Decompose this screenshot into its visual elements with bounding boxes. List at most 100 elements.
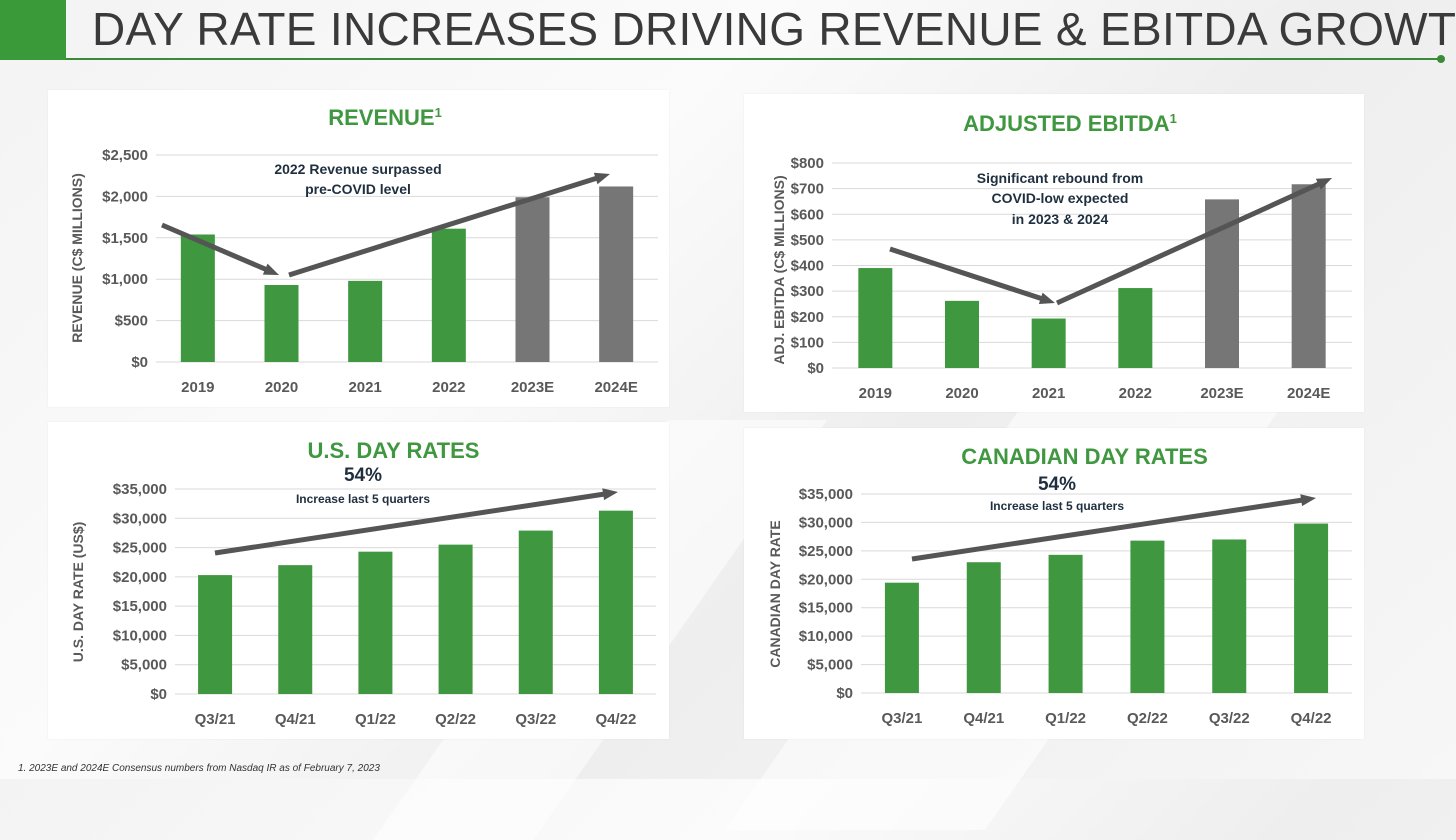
y-tick-label: $700: [791, 181, 824, 198]
trend-arrow-head: [1038, 292, 1055, 305]
bar: [1118, 288, 1153, 368]
bar: [431, 228, 466, 362]
y-tick-label: $0: [131, 354, 148, 371]
y-axis-label: ADJ. EBITDA (C$ MILLIONS): [771, 175, 787, 364]
y-tick-label: $2,000: [102, 188, 148, 205]
y-tick-label: $5,000: [121, 657, 167, 674]
x-tick-label: 2024E: [1287, 385, 1330, 402]
y-tick-label: $800: [791, 155, 824, 172]
trend-arrow: [889, 246, 1047, 303]
y-tick-label: $500: [791, 232, 824, 249]
x-tick-label: Q3/21: [195, 711, 236, 728]
x-tick-label: 2020: [265, 379, 298, 396]
y-tick-label: $30,000: [799, 514, 853, 531]
revenue-chart-panel: $0 $500 $1,000 $1,500 $2,000 $2,500 2019 2020 20…: [48, 90, 669, 407]
bar: [1048, 554, 1083, 693]
callout-text: Increase last 5 quarters: [296, 492, 430, 506]
x-tick-label: Q3/21: [881, 710, 922, 727]
bar: [884, 582, 919, 693]
y-tick-label: $1,000: [102, 271, 148, 288]
trend-arrow-head: [262, 263, 279, 275]
y-tick-label: $300: [791, 283, 824, 300]
footnote: 1. 2023E and 2024E Consensus numbers fro…: [18, 763, 380, 774]
y-axis-label: CANADIAN DAY RATE: [767, 520, 783, 668]
y-tick-label: $10,000: [113, 627, 167, 644]
y-tick-label: $0: [150, 686, 167, 703]
y-tick-label: $200: [791, 309, 824, 326]
y-tick-label: $20,000: [113, 569, 167, 586]
bar: [518, 530, 553, 694]
x-tick-label: Q1/22: [355, 711, 396, 728]
trend-arrow-head: [593, 172, 610, 185]
bar: [348, 280, 383, 362]
callout-value: 54%: [344, 465, 382, 486]
chart-title: ADJUSTED EBITDA1: [963, 111, 1177, 136]
trend-arrow-head: [1300, 494, 1316, 507]
chart-title: U.S. DAY RATES: [308, 438, 480, 463]
annotation-text: pre-COVID level: [305, 181, 411, 197]
page-title: DAY RATE INCREASES DRIVING REVENUE & EBI…: [92, 3, 1456, 55]
chart-title-superscript: 1: [435, 105, 442, 120]
bar: [598, 510, 633, 694]
x-tick-label: 2021: [1032, 385, 1065, 402]
trend-arrow-head: [602, 488, 618, 501]
x-tick-label: 2019: [859, 385, 892, 402]
x-tick-label: Q2/22: [435, 711, 476, 728]
bar: [1031, 318, 1066, 368]
trend-arrow: [1055, 179, 1324, 306]
y-axis-label: REVENUE (C$ MILLIONS): [69, 173, 85, 343]
chart-title: REVENUE1: [328, 105, 442, 130]
y-tick-label: $25,000: [799, 543, 853, 560]
y-axis-label: U.S. DAY RATE (US$): [70, 522, 86, 663]
x-tick-label: 2023E: [511, 379, 554, 396]
us-day-rates-chart: $0 $5,000 $10,000 $15,000 $20,000 $25,000 $30,…: [70, 438, 656, 728]
chart-title-superscript: 1: [1170, 111, 1177, 126]
x-tick-label: 2023E: [1200, 385, 1243, 402]
y-tick-label: $5,000: [807, 657, 853, 674]
annotation-text: Significant rebound from: [977, 170, 1143, 186]
x-tick-label: 2019: [181, 379, 214, 396]
x-tick-label: Q4/22: [1291, 710, 1332, 727]
y-tick-label: $10,000: [799, 628, 853, 645]
x-tick-label: 2021: [348, 379, 381, 396]
x-tick-label: 2024E: [594, 379, 637, 396]
x-tick-label: Q2/22: [1127, 710, 1168, 727]
callout-value: 54%: [1038, 474, 1076, 495]
trend-arrow: [288, 174, 602, 278]
bar: [1294, 523, 1329, 693]
x-tick-label: 2020: [945, 385, 978, 402]
y-tick-label: $20,000: [799, 571, 853, 588]
canadian-day-rates-chart-panel: $0 $5,000 $10,000 $15,000 $20,000 $25,000 $30,…: [744, 428, 1364, 739]
bar: [438, 544, 473, 694]
bar: [278, 565, 313, 694]
y-tick-label: $600: [791, 206, 824, 223]
ebitda-chart: $0 $100 $200 $300 $400 $500 $600 $700 $800 2019 20…: [771, 111, 1352, 402]
bar: [1212, 539, 1247, 693]
chart-title-text: CANADIAN DAY RATES: [961, 444, 1208, 469]
y-tick-label: $100: [791, 334, 824, 351]
y-tick-label: $0: [807, 360, 824, 377]
title-underline: [66, 58, 1440, 60]
x-tick-label: Q4/21: [963, 710, 1004, 727]
bar: [966, 562, 1001, 693]
chart-title-text: REVENUE: [328, 105, 434, 130]
bar: [180, 234, 215, 362]
annotation-text: in 2023 & 2024: [1012, 211, 1109, 227]
bar: [1291, 184, 1326, 368]
y-tick-label: $15,000: [799, 600, 853, 617]
chart-title-text: U.S. DAY RATES: [308, 438, 480, 463]
chart-title-text: ADJUSTED EBITDA: [963, 111, 1170, 136]
bar: [1130, 540, 1165, 693]
y-tick-label: $500: [115, 313, 148, 330]
trend-arrow-head: [1315, 178, 1332, 190]
annotation-text: 2022 Revenue surpassed: [274, 161, 441, 177]
callout-text: Increase last 5 quarters: [990, 499, 1124, 513]
title-accent-bar: [0, 0, 66, 60]
trend-arrow: [911, 497, 1307, 562]
trend-arrow: [214, 491, 609, 556]
bar: [945, 300, 979, 368]
annotation-text: COVID-low expected: [992, 190, 1129, 206]
bar: [358, 551, 393, 694]
x-tick-label: 2022: [432, 379, 465, 396]
bar: [599, 186, 634, 362]
